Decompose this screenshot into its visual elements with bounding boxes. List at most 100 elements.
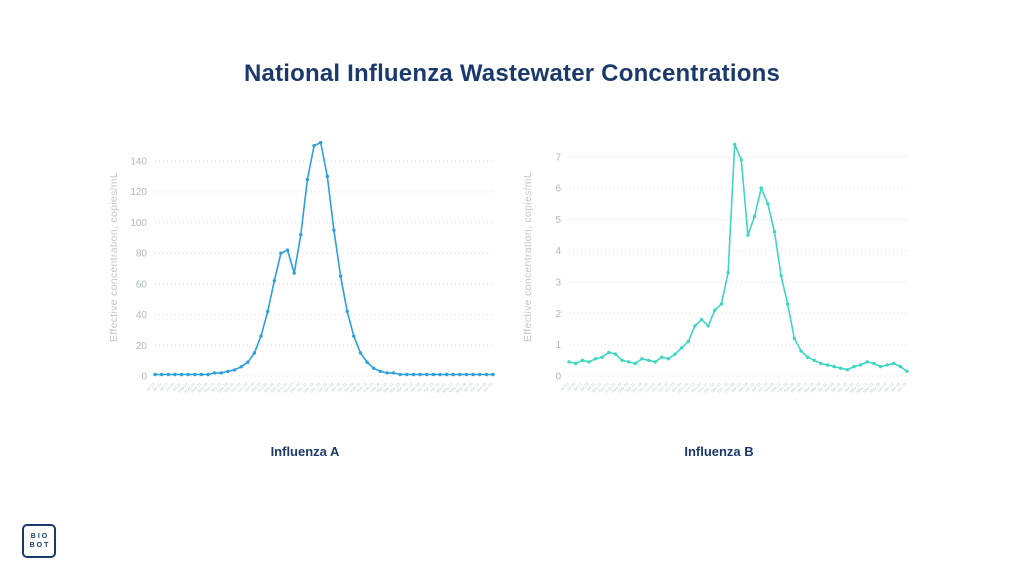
data-point: [458, 372, 462, 377]
data-point: [212, 371, 217, 375]
data-point: [865, 360, 869, 364]
x-tick-label: Jul 31: [171, 381, 183, 393]
y-tick-label: 7: [555, 152, 561, 163]
data-point: [438, 372, 442, 377]
data-point: [819, 361, 823, 366]
x-tick-label: Jul 17: [572, 381, 584, 393]
biobot-logo: BIO BOT: [22, 524, 56, 558]
data-point: [733, 142, 737, 146]
y-tick-label: 0: [555, 372, 561, 383]
data-point: [779, 274, 783, 278]
data-point: [325, 174, 329, 179]
data-point: [179, 372, 184, 377]
data-point: [845, 368, 850, 372]
data-point: [266, 309, 270, 314]
data-point: [587, 360, 591, 364]
data-point: [858, 363, 863, 367]
page-title: National Influenza Wastewater Concentrat…: [244, 60, 780, 87]
data-point: [292, 271, 296, 275]
data-point: [613, 352, 618, 356]
data-point: [159, 372, 164, 377]
y-tick-label: 5: [555, 215, 561, 226]
y-tick-label: 60: [136, 279, 148, 290]
data-point: [186, 372, 190, 377]
data-point: [451, 372, 455, 377]
y-tick-label: 1: [555, 340, 561, 351]
data-point: [405, 372, 409, 377]
influenza-a-caption: Influenza A: [270, 444, 340, 459]
data-point: [633, 361, 637, 366]
data-point: [660, 355, 664, 359]
data-point: [567, 360, 571, 364]
data-point: [173, 372, 177, 377]
y-tick-label: 40: [136, 310, 148, 321]
data-point: [338, 274, 343, 278]
data-point: [872, 361, 876, 366]
data-point: [226, 369, 230, 374]
data-point: [372, 366, 376, 370]
data-point: [805, 355, 810, 359]
data-point: [666, 357, 671, 361]
data-point: [726, 271, 730, 275]
influenza-b-figure: 0 1 2 3 4 5 6 7 Jul 03 Jul 10 Jul 17 Jul 24 Jul 31 Au…: [519, 120, 919, 459]
data-point: [772, 230, 777, 234]
data-point: [706, 324, 710, 328]
data-point: [425, 372, 429, 377]
biobot-logo-line2: BOT: [29, 542, 51, 549]
data-point: [444, 372, 449, 377]
data-point: [752, 214, 757, 218]
data-point: [199, 372, 204, 377]
y-tick-label: 6: [555, 184, 561, 195]
data-point: [378, 369, 382, 374]
data-point: [580, 358, 584, 362]
biobot-logo-line1: BIO: [30, 532, 50, 540]
data-point: [299, 233, 303, 237]
data-point: [898, 364, 903, 369]
data-point: [799, 349, 803, 353]
data-point: [272, 279, 276, 283]
data-point: [759, 186, 763, 190]
data-point: [305, 177, 310, 182]
y-tick-label: 0: [141, 372, 147, 383]
data-point: [312, 144, 316, 148]
y-tick-label: 140: [130, 157, 147, 168]
data-point: [852, 364, 856, 369]
influenza-a-figure: 0 20 40 60 80 100 120 140 Jul 03 Jul 10 Jul 17 Jul …: [105, 120, 505, 459]
x-tick-label: Jul 03: [145, 381, 157, 393]
x-tick-label: Jul 17: [158, 381, 170, 393]
data-point: [885, 363, 889, 367]
data-point: [573, 361, 578, 366]
x-tick-label: Jul 24: [579, 381, 591, 393]
data-point: [607, 350, 611, 355]
data-point: [686, 339, 690, 344]
data-point: [153, 372, 157, 377]
data-point: [411, 372, 416, 377]
data-point: [620, 358, 624, 362]
data-point: [358, 351, 363, 355]
data-point: [878, 364, 883, 369]
data-point: [640, 357, 644, 361]
series-line: [154, 141, 494, 376]
y-tick-label: 120: [130, 187, 147, 198]
data-point: [693, 324, 697, 328]
data-point: [892, 361, 896, 366]
data-point: [653, 360, 657, 364]
data-point: [812, 358, 816, 362]
data-point: [279, 251, 283, 255]
charts-row: 0 20 40 60 80 100 120 140 Jul 03 Jul 10 Jul 17 Jul …: [0, 120, 1024, 459]
y-tick-label: 20: [136, 341, 148, 352]
y-tick-label: 4: [555, 246, 561, 257]
data-point: [739, 158, 743, 162]
data-point: [600, 355, 604, 359]
data-point: [905, 369, 909, 373]
data-point: [219, 371, 223, 375]
data-point: [365, 360, 369, 364]
data-point: [431, 372, 436, 377]
data-point: [471, 372, 475, 377]
data-point: [832, 364, 836, 369]
data-point: [239, 365, 243, 369]
data-point: [206, 372, 210, 377]
data-point: [680, 346, 684, 350]
data-point: [484, 372, 489, 377]
